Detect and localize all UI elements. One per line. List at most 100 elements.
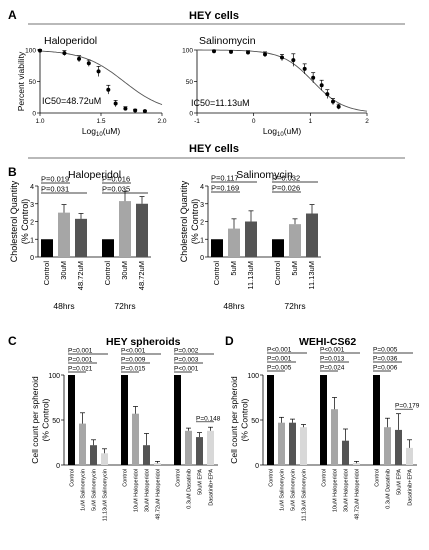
bar bbox=[289, 224, 301, 257]
y-tick-label: 0 bbox=[32, 111, 36, 118]
chart-title: Haloperidol bbox=[68, 169, 121, 181]
x-tick-label: -1 bbox=[194, 118, 200, 125]
bar bbox=[406, 447, 413, 465]
bar bbox=[41, 239, 53, 257]
category-label: 30uM bbox=[59, 261, 68, 280]
bar bbox=[174, 375, 181, 465]
bar bbox=[119, 201, 131, 257]
chart-b-salinomycin: Salinomycin 0 1 2 3 4 Control 5uM 11.13uM Control… bbox=[179, 169, 321, 311]
p-value: P=0.024 bbox=[320, 365, 345, 372]
bar bbox=[395, 429, 402, 465]
p-value: P=0.031 bbox=[41, 185, 69, 194]
x-tick-label: 2.0 bbox=[157, 118, 166, 125]
data-point bbox=[325, 92, 330, 97]
p-value: P=0.013 bbox=[320, 356, 345, 363]
p-value: P=0.015 bbox=[121, 366, 146, 373]
section-title-a: HEY cells bbox=[189, 10, 239, 22]
category-label: Control bbox=[70, 469, 76, 487]
y-axis-label-2: (% Control) bbox=[240, 398, 250, 441]
p-value: P=0.005 bbox=[373, 347, 398, 354]
y-tick-label: 2 bbox=[200, 220, 204, 227]
ic50-annotation: IC50=48.72uM bbox=[42, 96, 101, 106]
category-label: Control bbox=[269, 469, 275, 487]
data-point bbox=[311, 75, 316, 80]
data-point bbox=[336, 104, 341, 109]
y-tick-label: 3 bbox=[200, 202, 204, 209]
category-label: 11.13uM bbox=[246, 261, 255, 290]
data-point bbox=[331, 99, 335, 104]
y-tick-label: 4 bbox=[200, 184, 204, 191]
category-label: 5uM Salinomycin bbox=[92, 469, 98, 511]
y-tick-label: 50 bbox=[251, 418, 259, 425]
x-tick-label: 1.5 bbox=[96, 118, 105, 125]
category-label: 30uM Haloperidol bbox=[145, 469, 151, 512]
bar bbox=[68, 375, 75, 465]
data-point bbox=[142, 109, 147, 114]
p-value: P=0.036 bbox=[373, 356, 398, 363]
y-tick-label: 50 bbox=[186, 79, 194, 86]
y-tick-label: 100 bbox=[48, 373, 60, 380]
data-point bbox=[229, 49, 233, 54]
chart-title: Haloperidol bbox=[44, 35, 97, 47]
group-label: 48hrs bbox=[53, 301, 74, 311]
bar bbox=[272, 239, 284, 257]
data-point bbox=[133, 108, 138, 113]
y-tick-label: 4 bbox=[30, 184, 34, 191]
data-point bbox=[212, 49, 216, 54]
bar bbox=[101, 453, 108, 465]
category-label: 48.72uM Haloperidol bbox=[355, 469, 361, 520]
bar bbox=[143, 445, 150, 465]
y-tick-label: 100 bbox=[182, 48, 193, 55]
bar bbox=[207, 430, 214, 465]
chart-title: Salinomycin bbox=[236, 169, 293, 181]
bar bbox=[121, 375, 128, 465]
category-label: 5uM bbox=[229, 261, 238, 276]
bar bbox=[353, 463, 360, 465]
p-value: P=0.035 bbox=[102, 185, 130, 194]
panel-title-d: WEHI-CS62 bbox=[299, 336, 356, 348]
category-label: 50uM EPA bbox=[397, 469, 403, 495]
y-tick-label: 50 bbox=[52, 418, 60, 425]
section-title-b: HEY cells bbox=[189, 143, 239, 155]
bar bbox=[102, 239, 114, 257]
data-point bbox=[106, 87, 111, 92]
y-axis-label-2: (% Control) bbox=[20, 199, 30, 245]
bar bbox=[132, 413, 139, 465]
y-axis-label-2: (% Control) bbox=[190, 199, 200, 245]
bar bbox=[136, 203, 148, 257]
p-value: P=0.026 bbox=[272, 184, 300, 193]
p-value: P=0.003 bbox=[174, 357, 199, 364]
p-value: P=0.016 bbox=[102, 175, 130, 184]
data-point bbox=[86, 61, 91, 66]
bar bbox=[306, 213, 318, 257]
bar bbox=[228, 228, 240, 257]
group-label: 48hrs bbox=[223, 301, 244, 311]
ic50-annotation: IC50=11.13uM bbox=[191, 98, 250, 108]
y-axis-label: Cell count per spheroid bbox=[229, 376, 239, 464]
category-label: 10uM Haloperidol bbox=[134, 469, 140, 512]
data-point bbox=[123, 106, 128, 111]
x-tick-label: 2 bbox=[365, 118, 369, 125]
y-tick-label: 1 bbox=[30, 237, 34, 244]
panel-label-d: D bbox=[225, 334, 234, 348]
x-tick-label: 1.0 bbox=[35, 118, 44, 125]
p-value: P=0.001 bbox=[267, 356, 292, 363]
y-tick-label: 0 bbox=[189, 111, 193, 118]
category-label: 30uM Haloperidol bbox=[344, 469, 350, 512]
data-point bbox=[280, 55, 284, 60]
y-tick-label: 50 bbox=[29, 79, 37, 86]
fit-curve bbox=[39, 50, 163, 106]
bar bbox=[75, 218, 87, 257]
p-value: P=0.002 bbox=[174, 348, 199, 355]
category-label: Dasatinib+EPA bbox=[408, 469, 414, 506]
p-value: P=0.021 bbox=[68, 366, 93, 373]
bar bbox=[211, 239, 223, 257]
y-axis-label: Cell count per spheroid bbox=[30, 376, 40, 464]
panel-label-b: B bbox=[8, 165, 17, 179]
bar bbox=[384, 427, 391, 465]
y-tick-label: 0 bbox=[200, 255, 204, 262]
category-label: 11.13uM bbox=[307, 261, 316, 290]
bar bbox=[58, 212, 70, 257]
category-label: 1uM Salinomycin bbox=[81, 469, 87, 511]
